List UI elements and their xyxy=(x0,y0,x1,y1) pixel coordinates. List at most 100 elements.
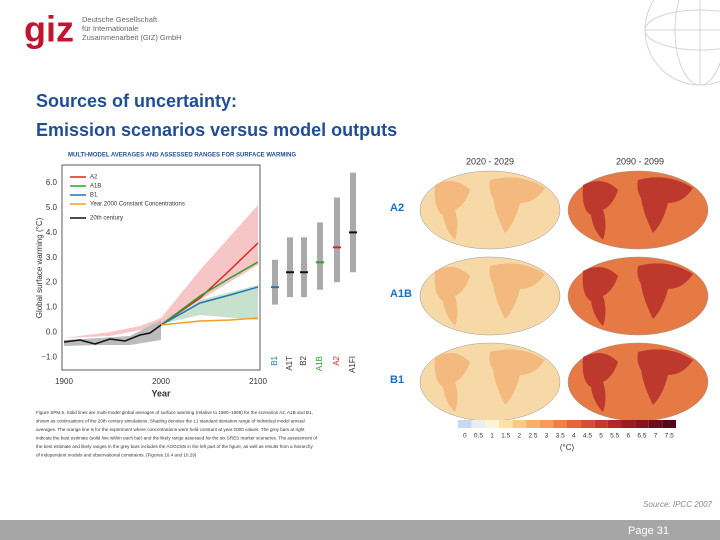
legend-label: A2 xyxy=(90,175,98,181)
scenario-label: A2 xyxy=(390,202,404,214)
scale-label: 6 xyxy=(627,433,631,440)
scale-label: 4.5 xyxy=(583,433,592,440)
x-tick-label: 2100 xyxy=(249,377,267,386)
scale-swatch xyxy=(471,420,486,428)
map-land xyxy=(434,177,545,240)
y-tick-label: −1.0 xyxy=(41,352,57,361)
period-label: 2020 - 2029 xyxy=(466,156,514,166)
a1b-line xyxy=(160,261,259,326)
y-tick-label: 4.0 xyxy=(46,228,58,237)
org-line: für Internationale xyxy=(82,24,138,33)
period-label: 2090 - 2099 xyxy=(616,156,664,166)
range-bar xyxy=(272,259,278,305)
scale-label: 7 xyxy=(654,433,658,440)
title-line: Emission scenarios versus model outputs xyxy=(36,120,397,140)
y-tick-label: 1.0 xyxy=(46,303,58,312)
scale-label: 2.5 xyxy=(528,433,537,440)
org-name: Deutsche Gesellschaft für Internationale… xyxy=(82,15,182,42)
range-bar xyxy=(287,237,293,298)
scale-swatch xyxy=(567,420,581,428)
scale-label: 7.5 xyxy=(665,433,674,440)
scale-label: 0 xyxy=(463,433,467,440)
spread xyxy=(64,205,258,338)
legend-label: A1B xyxy=(90,184,101,190)
scale-label: 2 xyxy=(518,433,522,440)
a2-line xyxy=(160,242,259,326)
scale-swatch xyxy=(648,420,663,428)
scale-swatch xyxy=(512,420,527,428)
y-tick-label: 6.0 xyxy=(46,178,58,187)
scale-swatch xyxy=(621,420,636,428)
y-tick-label: 0.0 xyxy=(46,328,58,337)
warming-figure: MULTI-MODEL AVERAGES AND ASSESSED RANGES… xyxy=(35,153,357,458)
scale-swatch xyxy=(553,420,567,428)
footer-bar xyxy=(0,520,720,540)
bar-label: A1T xyxy=(285,356,294,371)
legend-label: 20th century xyxy=(90,216,123,222)
y-tick-label: 3.0 xyxy=(46,253,58,262)
caption-line: shown as continuations of the 20th centu… xyxy=(36,419,305,424)
scale-label: 6.5 xyxy=(637,433,646,440)
scale-unit: (°C) xyxy=(560,443,575,452)
scale-label: 3 xyxy=(545,433,549,440)
x-label: Year xyxy=(151,388,171,398)
scale-label: 0.5 xyxy=(474,433,483,440)
scale-swatch xyxy=(580,420,595,428)
caption-line: averages. The orange line is for the exp… xyxy=(36,427,305,432)
range-bar xyxy=(317,222,323,290)
scale-swatch xyxy=(526,420,540,428)
scale-swatch xyxy=(662,420,676,428)
scale-swatch xyxy=(539,420,554,428)
bar-label: A1B xyxy=(315,356,324,371)
source: Source: IPCC 2007 xyxy=(643,500,712,509)
legend-label: Year 2000 Constant Concentrations xyxy=(90,202,185,208)
constant-line xyxy=(160,317,259,326)
page-number: Page 31 xyxy=(628,525,669,537)
map-land xyxy=(582,263,693,326)
y-label: Global surface warming (°C) xyxy=(35,217,44,318)
bar-label: A2 xyxy=(332,355,341,365)
bar-label: B1 xyxy=(270,355,279,365)
title: Sources of uncertainty: Emission scenari… xyxy=(36,91,397,140)
caption-line: of independent models and observational … xyxy=(36,453,197,458)
scenario-label: A1B xyxy=(390,288,412,300)
y-tick-label: 2.0 xyxy=(46,278,58,287)
range-bar xyxy=(301,237,307,298)
y-tick-label: 5.0 xyxy=(46,203,58,212)
scale-label: 5.5 xyxy=(610,433,619,440)
scale-swatch xyxy=(635,420,649,428)
caption-line: indicate the best estimate (solid line w… xyxy=(36,436,318,441)
map-land xyxy=(582,177,693,240)
globe-decoration xyxy=(644,0,720,86)
scale-label: 1.5 xyxy=(501,433,510,440)
x-tick-label: 1900 xyxy=(55,377,73,386)
spread xyxy=(161,285,258,324)
scale-label: 3.5 xyxy=(556,433,565,440)
scale-swatch xyxy=(498,420,513,428)
legend-label: B1 xyxy=(90,193,98,199)
scenario-label: B1 xyxy=(390,374,404,386)
scale-swatch xyxy=(607,420,622,428)
scale-swatch xyxy=(485,420,499,428)
map-land xyxy=(434,263,545,326)
org-line: Deutsche Gesellschaft xyxy=(82,15,158,24)
scale-label: 5 xyxy=(599,433,603,440)
scale-swatch xyxy=(594,420,608,428)
title-line: Sources of uncertainty: xyxy=(36,91,237,111)
century-line xyxy=(63,324,162,345)
bar-label: A1FI xyxy=(348,356,357,373)
range-bar xyxy=(350,172,356,273)
x-tick-label: 2000 xyxy=(152,377,170,386)
caption-line: Figure SPM.5. Solid lines are multi-mode… xyxy=(36,410,313,415)
spread xyxy=(64,320,161,346)
scale-label: 4 xyxy=(572,433,576,440)
map-land xyxy=(434,349,545,412)
bar-label: B2 xyxy=(299,355,308,365)
caption-line: the best estimate and likely ranges in t… xyxy=(36,444,313,449)
org-line: Zusammenarbeit (GIZ) GmbH xyxy=(82,33,182,42)
figure-title: MULTI-MODEL AVERAGES AND ASSESSED RANGES… xyxy=(68,153,296,159)
b1-line xyxy=(160,286,259,326)
range-bar xyxy=(334,197,340,283)
maps-figure: 2020 - 2029 2090 - 2099 A2 A1B B1 0 0.5 1 1.5… xyxy=(390,156,709,452)
